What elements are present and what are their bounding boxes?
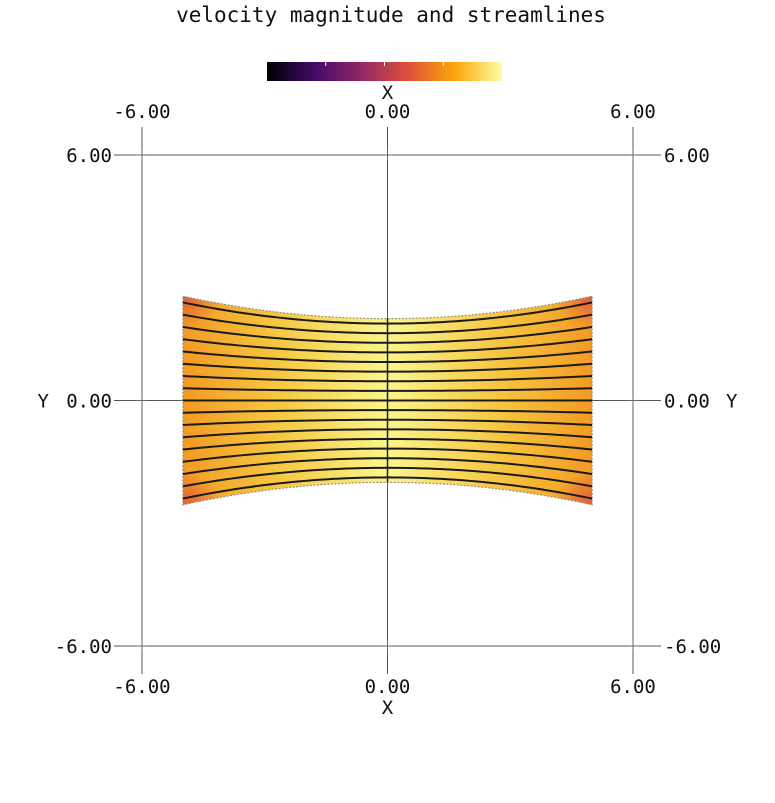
grid-marker bbox=[136, 149, 148, 161]
x-tick-label-bottom: -6.00 bbox=[113, 676, 170, 698]
x-tick-label-bottom: 6.00 bbox=[610, 676, 656, 698]
colorbar-ticks bbox=[325, 62, 444, 66]
x-tick-label-top: 0.00 bbox=[365, 101, 411, 123]
corner-glow bbox=[182, 296, 221, 329]
y-tick-label-left: -6.00 bbox=[55, 636, 112, 658]
corner-glows bbox=[182, 296, 593, 505]
grid-marker bbox=[627, 149, 639, 161]
y-axis-label-right: Y bbox=[726, 391, 738, 413]
y-tick-label-right: -6.00 bbox=[664, 636, 721, 658]
grid-marker bbox=[381, 149, 394, 161]
x-axis-label-bottom: X bbox=[382, 697, 394, 719]
y-axis-label-left: Y bbox=[38, 391, 50, 413]
x-tick-label-top: 6.00 bbox=[610, 101, 656, 123]
grid-marker bbox=[136, 640, 148, 652]
chart-title: velocity magnitude and streamlines bbox=[176, 3, 606, 27]
y-tick-label-left: 0.00 bbox=[66, 391, 112, 413]
x-tick-label-top: -6.00 bbox=[113, 101, 170, 123]
y-tick-label-right: 6.00 bbox=[664, 145, 710, 167]
x-tick-label-bottom: 0.00 bbox=[365, 676, 411, 698]
y-tick-label-right: 0.00 bbox=[664, 391, 710, 413]
x-axis-label-top: X bbox=[382, 82, 394, 104]
grid-marker bbox=[136, 394, 148, 407]
grid-marker bbox=[627, 394, 639, 407]
corner-glow bbox=[182, 472, 221, 505]
grid-marker bbox=[627, 640, 639, 652]
colorbar bbox=[267, 62, 502, 81]
corner-glow bbox=[554, 472, 593, 505]
y-tick-label-left: 6.00 bbox=[66, 145, 112, 167]
field-border bbox=[182, 295, 593, 506]
corner-glow bbox=[554, 296, 593, 329]
grid-marker bbox=[381, 640, 394, 652]
